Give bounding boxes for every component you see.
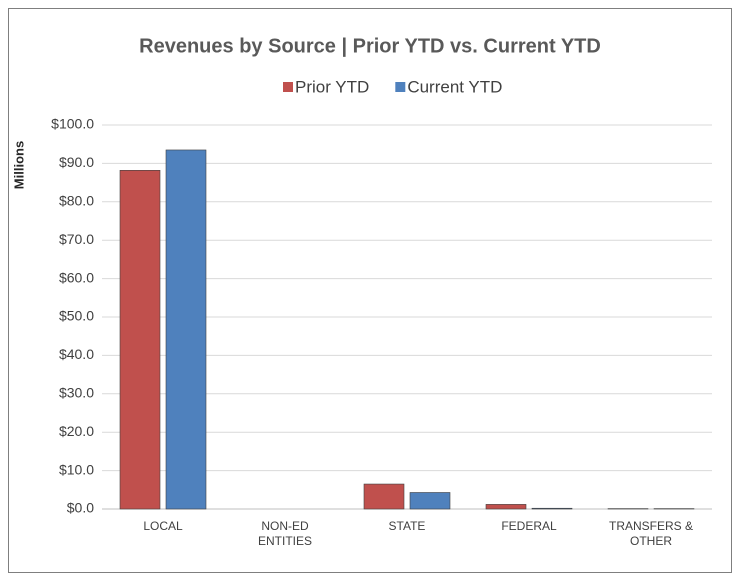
x-tick-label: NON-ED ENTITIES: [258, 519, 312, 548]
x-tick-label: TRANSFERS & OTHER: [609, 519, 693, 548]
y-tick-label: $20.0: [59, 423, 94, 439]
y-tick-label: $60.0: [59, 269, 94, 285]
legend-swatch: [395, 82, 406, 92]
legend-label: Prior YTD: [295, 77, 369, 96]
legend-swatch: [283, 82, 293, 92]
y-tick-label: $50.0: [59, 308, 94, 324]
x-tick-label: FEDERAL: [501, 519, 557, 533]
y-tick-label: $100.0: [51, 116, 94, 132]
bar: [409, 492, 451, 510]
y-tick-label: $30.0: [59, 385, 94, 401]
bar: [485, 504, 527, 510]
y-tick-label: $0.0: [67, 500, 94, 516]
y-tick-label: $10.0: [59, 461, 94, 477]
y-axis-label: Millions: [11, 141, 26, 189]
y-tick-label: $80.0: [59, 193, 94, 209]
bar: [363, 483, 405, 510]
bar: [531, 507, 573, 510]
legend-label: Current YTD: [407, 77, 502, 96]
y-tick-label: $70.0: [59, 231, 94, 247]
bar: [165, 149, 207, 510]
y-tick-label: $90.0: [59, 154, 94, 170]
bar: [119, 170, 161, 510]
x-tick-label: LOCAL: [143, 519, 183, 533]
y-tick-label: $40.0: [59, 346, 94, 362]
chart-title: Revenues by Source | Prior YTD vs. Curre…: [139, 35, 601, 57]
x-tick-label: STATE: [389, 519, 426, 533]
